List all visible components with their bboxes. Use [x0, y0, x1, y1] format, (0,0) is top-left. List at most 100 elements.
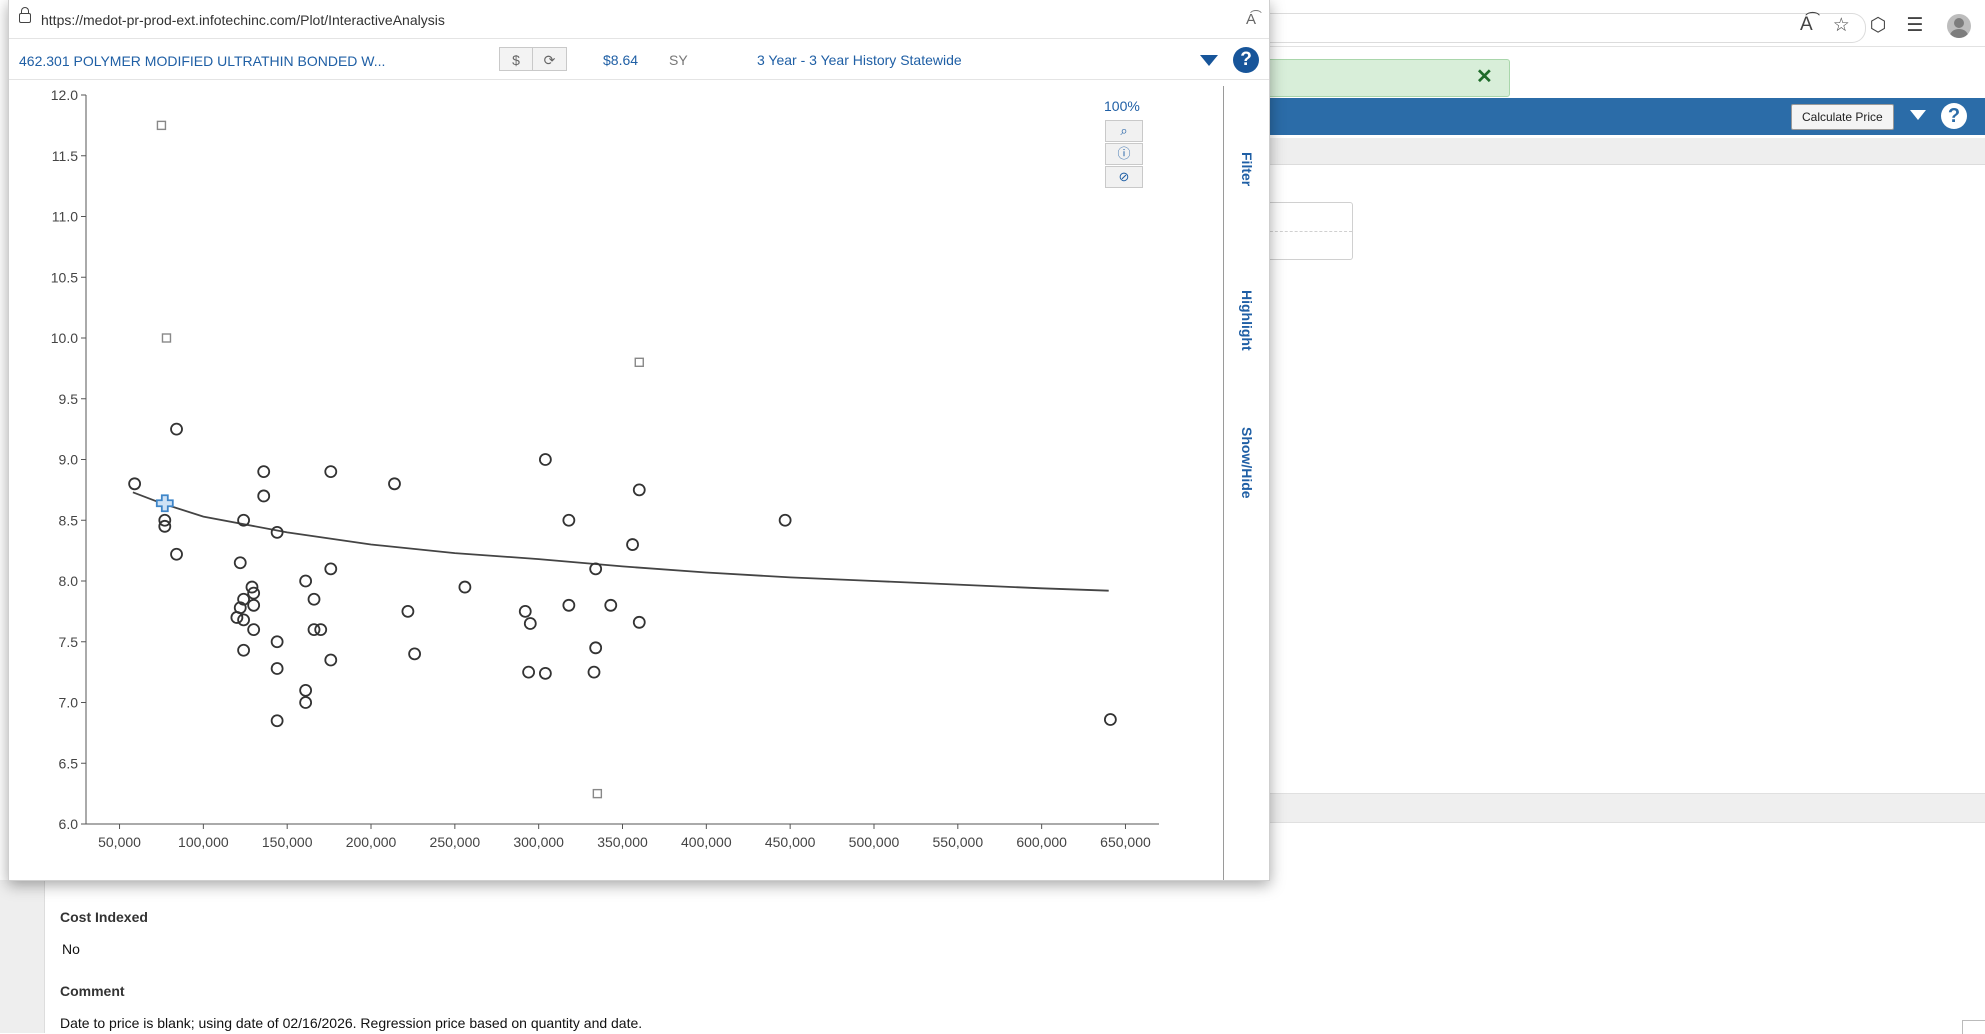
reader-mode-icon[interactable]: A͡ [1246, 11, 1257, 28]
data-point [408, 647, 422, 661]
data-point [270, 635, 284, 649]
data-point [632, 483, 646, 497]
data-point [128, 477, 142, 491]
data-point [307, 592, 321, 606]
lock-icon [19, 7, 31, 23]
data-point [324, 465, 338, 479]
data-point [233, 556, 247, 570]
data-point [523, 617, 537, 630]
unit-of-measure: SY [669, 52, 688, 68]
profile-avatar[interactable] [1947, 14, 1971, 38]
section-strip [1265, 138, 1985, 165]
data-point [170, 422, 183, 436]
chevron-down-icon[interactable] [1910, 110, 1926, 120]
y-tick-label: 10.5 [51, 269, 78, 285]
y-tick-label: 9.0 [59, 452, 79, 468]
x-tick-label: 100,000 [178, 834, 229, 850]
interactive-analysis-popup: https://medot-pr-prod-ext.infotechinc.co… [8, 0, 1270, 881]
dollar-button[interactable]: $ [499, 47, 533, 71]
extensions-icon[interactable]: ⬡ [1869, 15, 1887, 36]
tab-highlight[interactable]: Highlight [1239, 290, 1255, 351]
data-point [247, 586, 261, 600]
y-tick-label: 9.5 [59, 391, 79, 407]
chevron-down-icon[interactable] [1200, 55, 1218, 66]
unit-price: $8.64 [603, 52, 639, 68]
x-tick-label: 600,000 [1016, 834, 1067, 850]
data-point [230, 611, 244, 624]
clear-selection-icon[interactable]: ⊘ [1105, 166, 1143, 188]
browser-toolbar: A͡ ☆ ⬡ ☰ [1800, 14, 1923, 37]
refresh-button[interactable]: ⟳ [533, 47, 567, 71]
scatter-chart[interactable]: 6.0 6.5 7.0 7.5 8.0 8.5 9.0 9.5 10.0 10.5 11.0 11.5… [9, 80, 1209, 880]
success-banner [1240, 59, 1510, 97]
data-point [589, 641, 603, 655]
data-point [307, 623, 321, 636]
x-tick-label: 550,000 [933, 834, 984, 850]
close-icon[interactable]: ✕ [1476, 66, 1493, 88]
data-point [589, 562, 603, 576]
data-point [626, 538, 639, 551]
data-point [401, 604, 415, 618]
y-tick-label: 7.0 [59, 695, 79, 711]
data-point [388, 477, 401, 491]
y-tick-label: 12.0 [51, 87, 78, 103]
highlighted-price-marker [155, 494, 174, 513]
data-point [299, 696, 313, 709]
x-tick-label: 200,000 [346, 834, 397, 850]
browser-url-field[interactable] [1265, 13, 1866, 43]
data-point [324, 562, 338, 576]
x-tick-label: 250,000 [430, 834, 481, 850]
popup-url: https://medot-pr-prod-ext.infotechinc.co… [41, 12, 445, 28]
browser-address-bar[interactable] [1265, 8, 1985, 47]
data-point [247, 598, 261, 612]
tab-show-hide[interactable]: Show/Hide [1239, 427, 1255, 499]
x-tick-label: 300,000 [513, 834, 564, 850]
data-point [314, 623, 328, 636]
comment-text: Date to price is blank; using date of 02… [60, 1015, 643, 1031]
outlier-point [592, 788, 603, 799]
regression-line [132, 491, 1109, 592]
favorites-icon[interactable]: ☰ [1906, 15, 1924, 36]
data-point [324, 653, 338, 667]
data-point [632, 615, 646, 629]
input-field[interactable] [1265, 202, 1353, 260]
reader-mode-icon[interactable]: A͡ [1800, 14, 1813, 35]
favorite-star-icon[interactable]: ☆ [1832, 15, 1850, 36]
data-point [538, 453, 552, 466]
outlier-point [634, 357, 644, 367]
outlier-point [156, 120, 167, 131]
y-tick-label: 10.0 [51, 330, 78, 346]
info-icon[interactable]: ⓘ [1105, 143, 1143, 165]
cost-indexed-label: Cost Indexed [60, 909, 148, 925]
comment-label: Comment [60, 983, 125, 999]
help-icon[interactable]: ? [1941, 103, 1967, 129]
data-point [257, 465, 271, 479]
item-title[interactable]: 462.301 POLYMER MODIFIED ULTRATHIN BONDE… [19, 53, 386, 69]
data-point [237, 592, 250, 606]
x-tick-label: 650,000 [1100, 834, 1151, 850]
y-tick-label: 7.5 [59, 634, 79, 650]
x-tick-label: 400,000 [681, 834, 732, 850]
chart-area: 6.0 6.5 7.0 7.5 8.0 8.5 9.0 9.5 10.0 10.5 11.0 11.5… [9, 80, 1209, 885]
x-tick-label: 500,000 [849, 834, 900, 850]
history-selector[interactable]: 3 Year - 3 Year History Statewide [757, 52, 962, 68]
x-tick-label: 350,000 [597, 834, 648, 850]
y-tick-label: 6.0 [59, 816, 79, 832]
price-mode-buttons: $ ⟳ [499, 47, 567, 71]
data-point [247, 623, 261, 636]
x-tick-label: 150,000 [262, 834, 313, 850]
tab-filter[interactable]: Filter [1239, 152, 1255, 187]
help-icon[interactable]: ? [1233, 47, 1259, 73]
data-point [518, 604, 532, 618]
data-point [270, 525, 284, 539]
y-tick-label: 11.0 [52, 209, 78, 225]
data-point [522, 665, 536, 679]
data-point [158, 519, 172, 533]
data-point [158, 513, 172, 527]
section-strip [1265, 793, 1985, 823]
data-point [458, 580, 472, 594]
data-point [237, 613, 250, 627]
calculate-price-button[interactable]: Calculate Price [1791, 104, 1894, 130]
zoom-icon[interactable]: ⌕ [1105, 120, 1143, 142]
item-header: 462.301 POLYMER MODIFIED ULTRATHIN BONDE… [9, 39, 1269, 80]
